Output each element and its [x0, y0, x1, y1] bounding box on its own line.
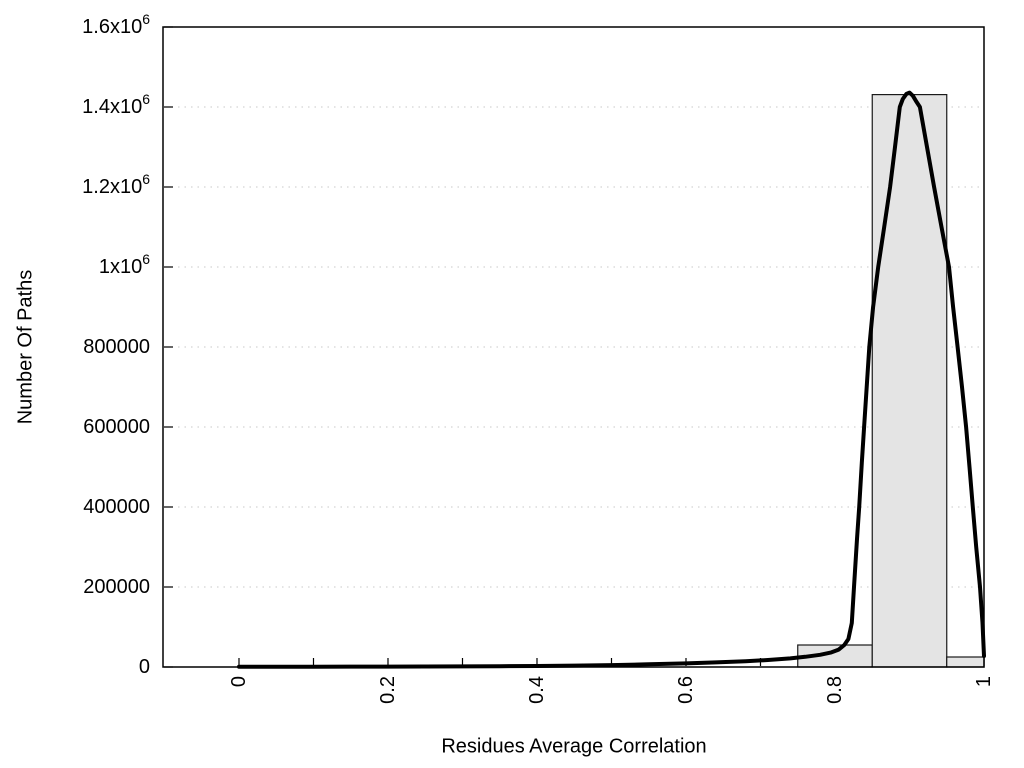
x-axis-title: Residues Average Correlation [441, 735, 707, 758]
y-tick-label: 400000 [83, 496, 150, 518]
y-tick-label: 1.6x106 [82, 11, 150, 38]
y-tick-label: 1.4x106 [82, 91, 150, 118]
y-tick-label: 600000 [83, 416, 150, 438]
x-tick-label: 1 [973, 676, 995, 687]
x-tick-label: 0.8 [824, 676, 846, 704]
x-tick-label: 0.6 [675, 676, 697, 704]
x-tick-label: 0.2 [377, 676, 399, 704]
y-axis-title: Number Of Paths [14, 269, 37, 425]
plot-border [162, 26, 985, 668]
x-tick-label: 0 [228, 676, 250, 687]
y-tick-label: 1x106 [99, 251, 150, 278]
y-tick-label: 0 [139, 656, 150, 678]
histogram-bar [946, 656, 985, 668]
y-tick-label: 800000 [83, 336, 150, 358]
fit-curve [237, 90, 986, 669]
y-tick-label: 1.2x106 [82, 171, 150, 198]
x-tick-label: 0.4 [526, 676, 548, 704]
y-tick-label: 200000 [83, 576, 150, 598]
histogram-bar [871, 93, 948, 668]
